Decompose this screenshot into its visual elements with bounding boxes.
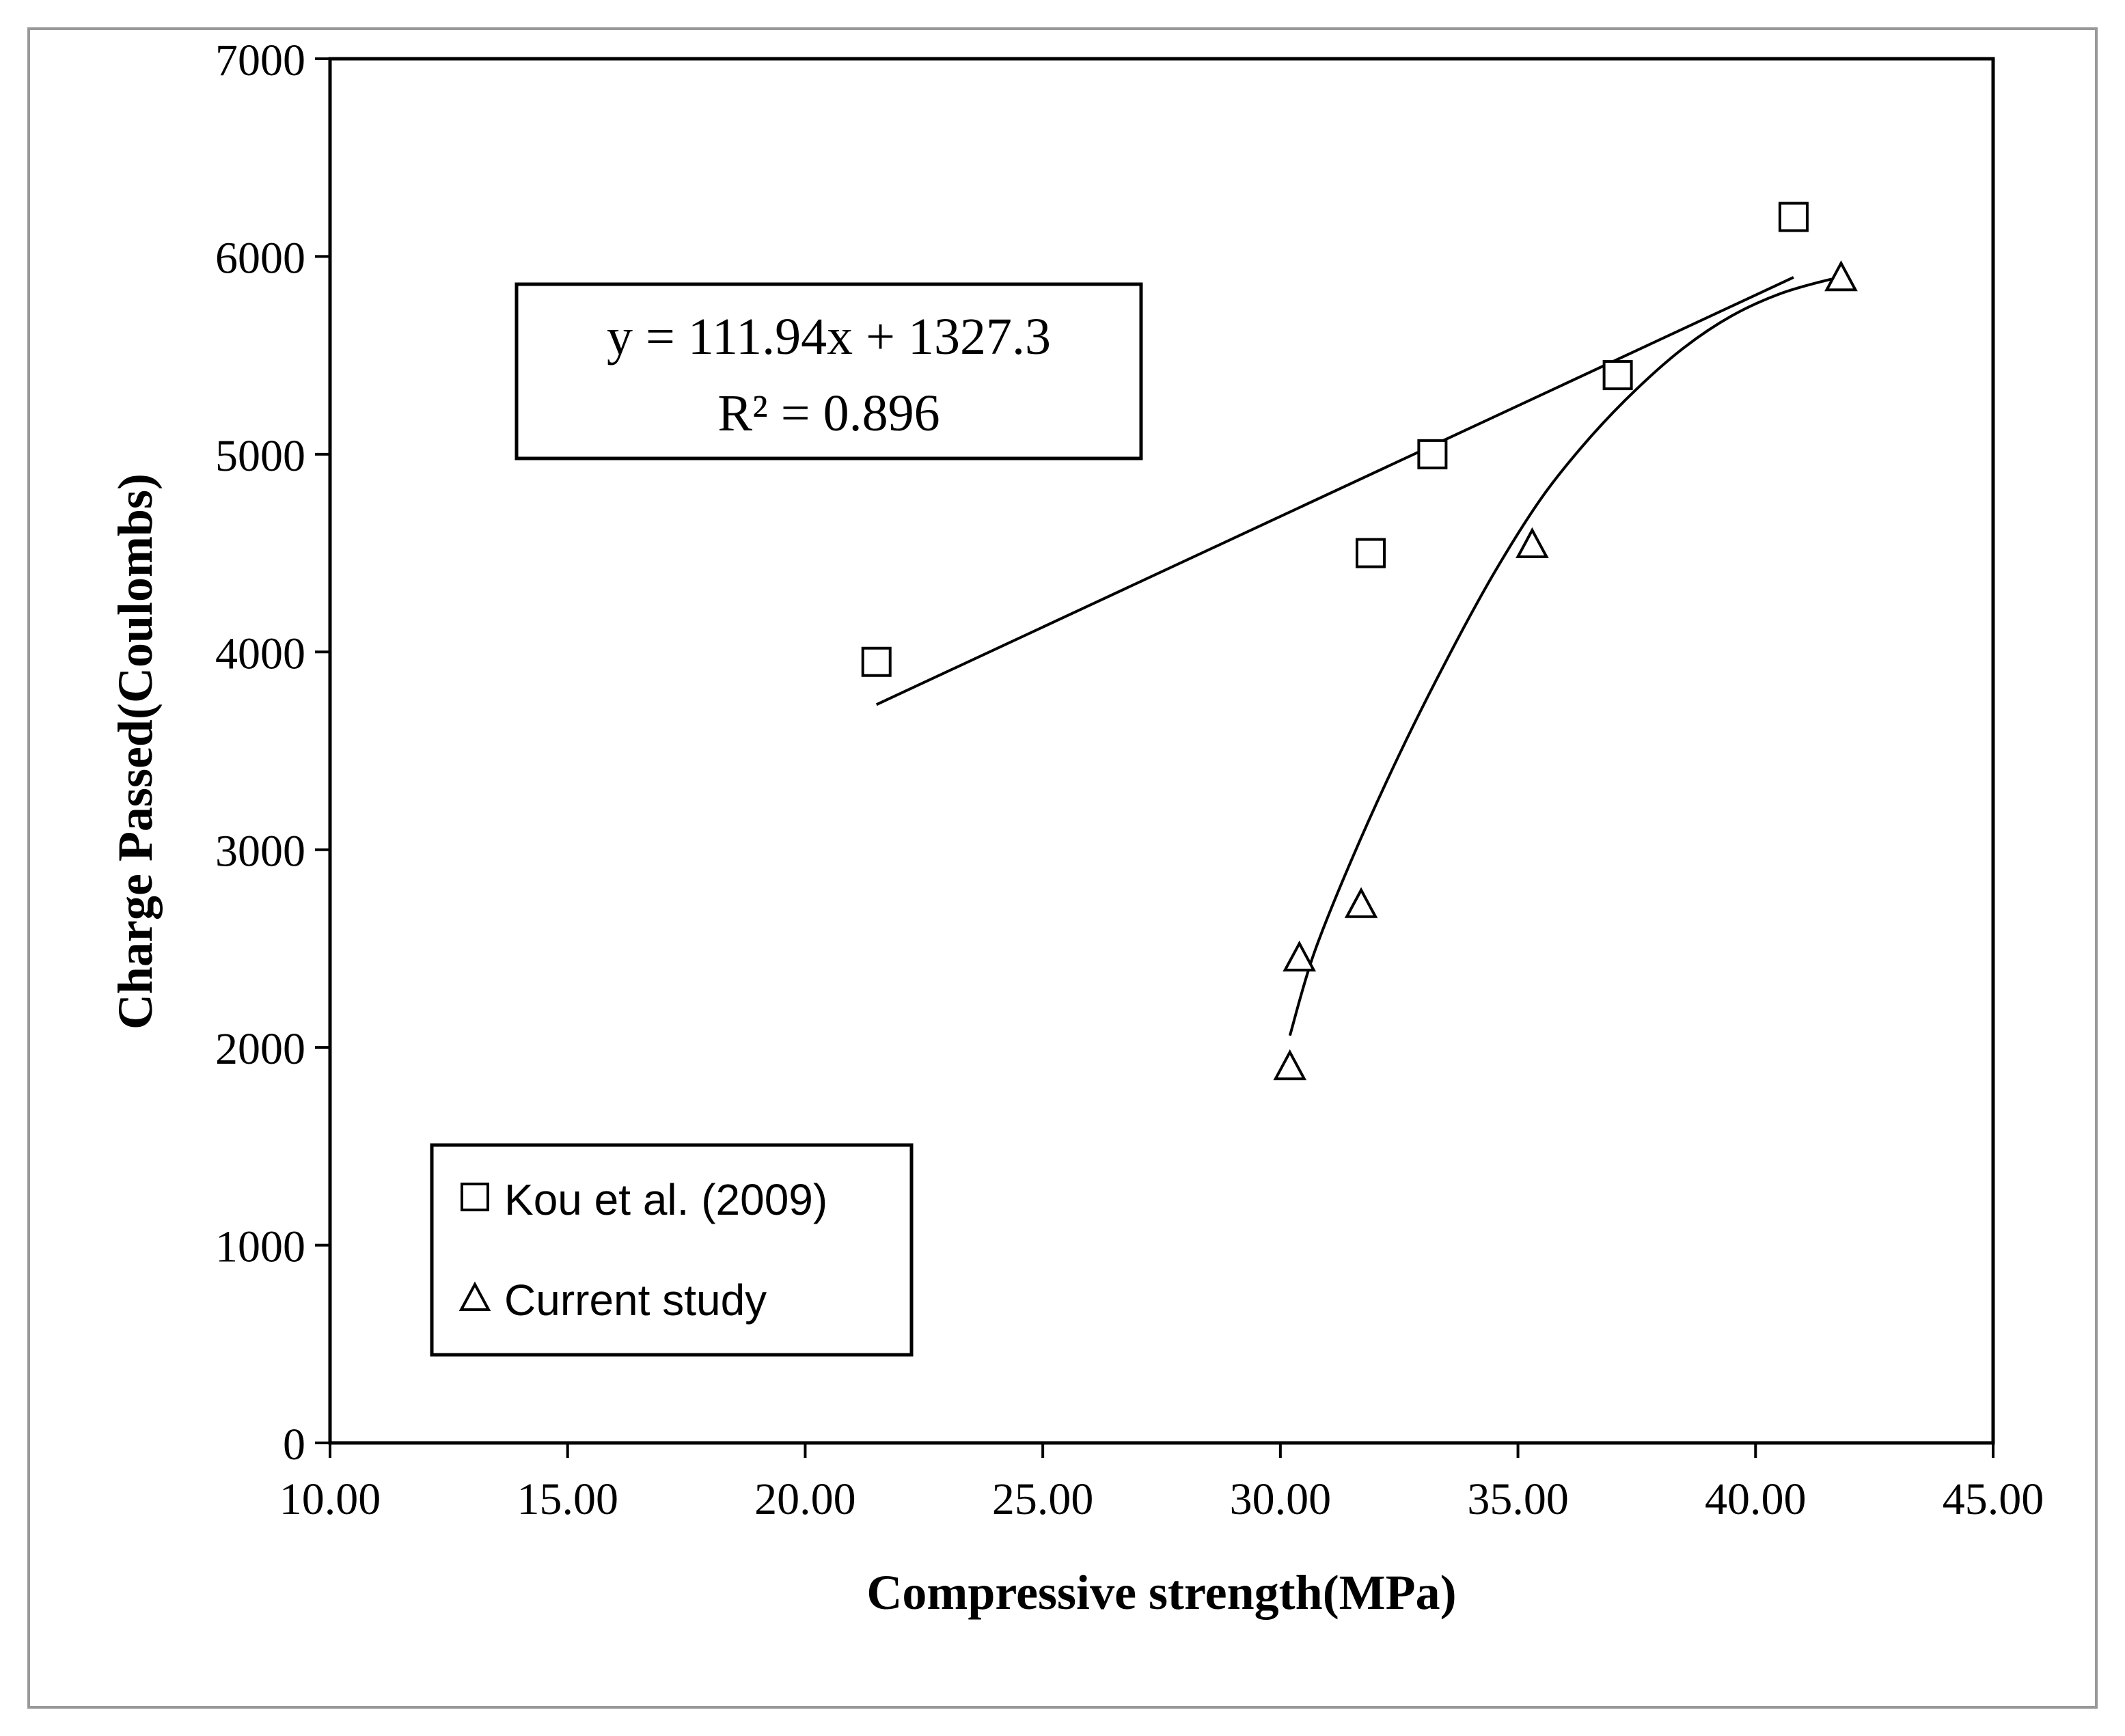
y-tick-label: 0 [283, 1420, 305, 1470]
triangle-marker-current-study [1273, 1049, 1307, 1081]
trendlines [875, 276, 1841, 1036]
trendline-equation: y = 111.94x + 1327.3 [607, 308, 1051, 366]
triangle-marker-current-study [1283, 940, 1317, 972]
x-tick-label: 40.00 [1705, 1474, 1807, 1524]
triangle-marker-current-study [1516, 527, 1549, 558]
legend-label-kou: Kou et al. (2009) [504, 1175, 827, 1224]
y-axis-ticks: 0 1000 2000 3000 4000 5000 6000 7000 [215, 36, 330, 1470]
square-marker-kou [861, 646, 892, 677]
legend-frame [430, 1143, 914, 1357]
r-squared-label: R² = 0.896 [717, 385, 940, 442]
square-marker-kou [1417, 439, 1448, 469]
y-tick-label: 3000 [215, 827, 305, 877]
y-axis-title: Charge Passed(Coulombs) [108, 473, 163, 1030]
y-tick-label: 2000 [215, 1024, 305, 1074]
linear-trendline-kou [875, 276, 1794, 706]
x-tick-label: 30.00 [1230, 1474, 1332, 1524]
triangle-marker-current-study [1824, 260, 1858, 292]
x-tick-label: 15.00 [517, 1474, 618, 1524]
x-axis-title: Compressive strength(MPa) [866, 1565, 1456, 1620]
square-marker-kou [1355, 538, 1386, 568]
equation-box: y = 111.94x + 1327.3 R² = 0.896 [515, 282, 1143, 460]
curve-trendline-current-study [1288, 277, 1841, 1036]
legend-label-current: Current study [504, 1276, 767, 1325]
square-marker-kou [1778, 202, 1809, 232]
legend: Kou et al. (2009) Current study [430, 1143, 914, 1357]
y-tick-label: 4000 [215, 629, 305, 678]
x-tick-label: 45.00 [1943, 1474, 2044, 1524]
triangle-marker-current-study [1344, 887, 1378, 918]
x-tick-label: 20.00 [754, 1474, 856, 1524]
y-tick-label: 1000 [215, 1222, 305, 1272]
x-tick-label: 25.00 [992, 1474, 1094, 1524]
y-tick-label: 7000 [215, 36, 305, 85]
data-points [861, 202, 1858, 1081]
legend-square-marker [461, 1183, 489, 1211]
x-tick-label: 35.00 [1467, 1474, 1569, 1524]
y-tick-label: 6000 [215, 233, 305, 283]
y-tick-label: 5000 [215, 431, 305, 481]
legend-triangle-marker [458, 1281, 491, 1311]
square-marker-kou [1602, 360, 1633, 391]
x-tick-label: 10.00 [279, 1474, 381, 1524]
equation-box-frame [515, 282, 1143, 460]
x-axis-ticks: 10.00 15.00 20.00 25.00 30.00 35.00 40.00 45.00 [279, 1443, 2044, 1524]
